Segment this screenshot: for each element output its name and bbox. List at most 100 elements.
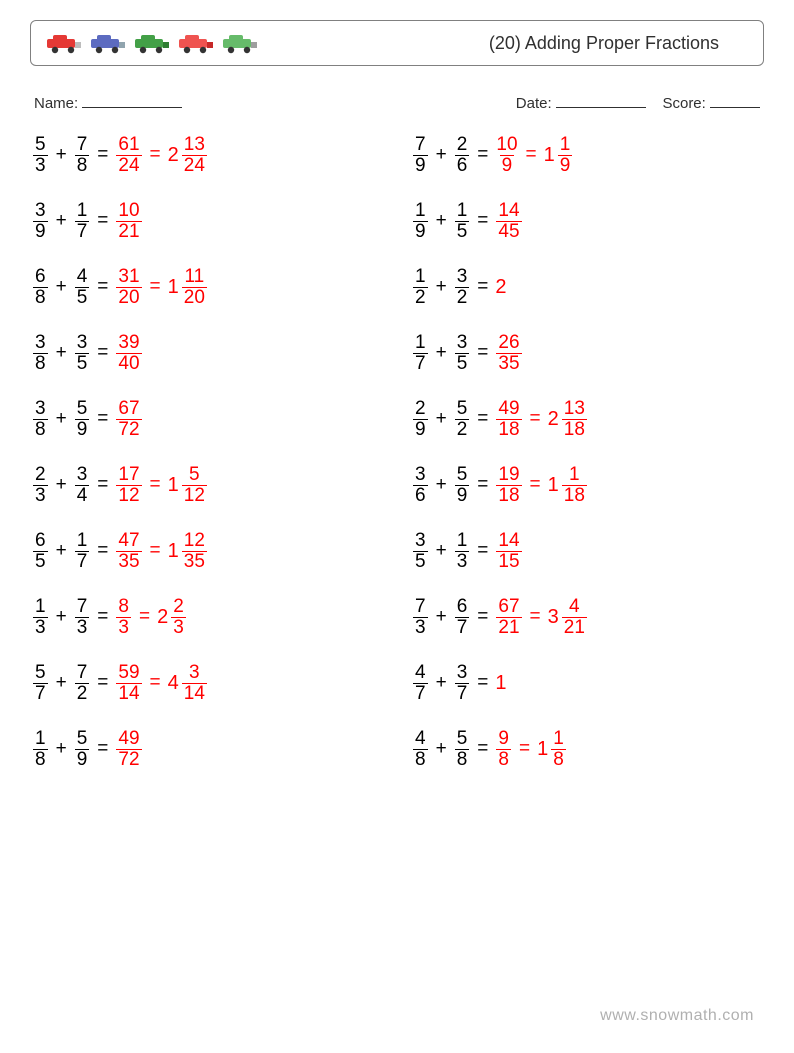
equals-sign: =: [530, 408, 541, 430]
plus-sign: +: [56, 474, 67, 496]
fraction: 39: [33, 201, 48, 242]
worksheet-title: (20) Adding Proper Fractions: [489, 33, 749, 54]
answer: 1415: [495, 531, 522, 572]
mixed-whole: 1: [168, 276, 179, 299]
fraction: 79: [413, 135, 428, 176]
numerator: 19: [498, 465, 519, 485]
denominator: 24: [182, 155, 207, 176]
answer: 1021: [115, 201, 142, 242]
equals-sign: =: [477, 342, 488, 364]
denominator: 14: [182, 683, 207, 704]
numerator: 6: [457, 597, 468, 617]
mixed-whole: 4: [168, 672, 179, 695]
mixed-whole: 2: [548, 408, 559, 431]
numerator: 1: [415, 267, 426, 287]
answer-whole: 2: [495, 276, 506, 299]
problem-row: 57+72=5914=4314: [32, 658, 382, 708]
denominator: 3: [33, 155, 48, 176]
equals-sign: =: [519, 738, 530, 760]
fraction: 6772: [116, 399, 141, 440]
equals-sign: =: [150, 474, 161, 496]
problem-row: 17+35=2635: [412, 328, 762, 378]
denominator: 24: [116, 155, 141, 176]
equals-sign: =: [477, 738, 488, 760]
problem-row: 18+59=4972: [32, 724, 382, 774]
plus-sign: +: [436, 342, 447, 364]
plus-sign: +: [436, 276, 447, 298]
denominator: 3: [413, 617, 428, 638]
answer: 5914=4314: [115, 663, 208, 704]
numerator: 10: [118, 201, 139, 221]
mixed-whole: 2: [157, 606, 168, 629]
problem-row: 13+73=83=223: [32, 592, 382, 642]
equals-sign: =: [97, 408, 108, 430]
numerator: 3: [77, 333, 88, 353]
problem-row: 79+26=109=119: [412, 130, 762, 180]
numerator: 6: [35, 267, 46, 287]
numerator: 11: [184, 267, 204, 287]
numerator: 7: [77, 663, 88, 683]
fraction: 26: [455, 135, 470, 176]
fraction: 6721: [496, 597, 521, 638]
date-blank[interactable]: [556, 94, 646, 108]
numerator: 3: [35, 333, 46, 353]
problem-row: 23+34=1712=1512: [32, 460, 382, 510]
numerator: 1: [77, 201, 88, 221]
problem-row: 48+58=98=118: [412, 724, 762, 774]
problem-row: 35+13=1415: [412, 526, 762, 576]
denominator: 2: [413, 287, 428, 308]
problem-row: 39+17=1021: [32, 196, 382, 246]
numerator: 3: [457, 333, 468, 353]
numerator: 3: [415, 531, 426, 551]
fraction: 12: [413, 267, 428, 308]
car-icon: [177, 31, 215, 55]
denominator: 8: [496, 749, 511, 770]
fraction: 5914: [116, 663, 141, 704]
numerator: 6: [35, 531, 46, 551]
equals-sign: =: [477, 474, 488, 496]
numerator: 2: [415, 399, 426, 419]
fraction: 3120: [116, 267, 141, 308]
denominator: 9: [500, 155, 515, 176]
answer: 6124=21324: [115, 135, 208, 176]
mixed-number: 21318: [548, 399, 588, 440]
sports-icon: [133, 31, 171, 55]
plus-sign: +: [56, 144, 67, 166]
fraction: 13: [33, 597, 48, 638]
denominator: 3: [116, 617, 131, 638]
answer: 83=223: [115, 597, 186, 638]
problem-row: 29+52=4918=21318: [412, 394, 762, 444]
name-blank[interactable]: [82, 94, 182, 108]
numerator: 4: [415, 729, 426, 749]
equals-sign: =: [97, 276, 108, 298]
numerator: 7: [415, 135, 426, 155]
fraction: 17: [413, 333, 428, 374]
numerator: 5: [189, 465, 200, 485]
numerator: 31: [118, 267, 139, 287]
fraction: 48: [413, 729, 428, 770]
fraction: 1235: [182, 531, 207, 572]
problem-row: 73+67=6721=3421: [412, 592, 762, 642]
denominator: 18: [562, 419, 587, 440]
plus-sign: +: [436, 210, 447, 232]
numerator: 5: [35, 663, 46, 683]
problems-grid: 53+78=6124=2132479+26=109=11939+17=10211…: [30, 130, 764, 774]
fraction: 47: [413, 663, 428, 704]
header-box: (20) Adding Proper Fractions: [30, 20, 764, 66]
answer-whole: 1: [495, 672, 506, 695]
answer: 109=119: [495, 135, 573, 176]
score-label: Score:: [662, 95, 705, 112]
problem-row: 38+59=6772: [32, 394, 382, 444]
plus-sign: +: [436, 540, 447, 562]
plus-sign: +: [436, 672, 447, 694]
mixed-number: 11235: [168, 531, 208, 572]
fraction: 38: [33, 333, 48, 374]
problem-row: 38+35=3940: [32, 328, 382, 378]
fraction: 35: [413, 531, 428, 572]
score-blank[interactable]: [710, 94, 760, 108]
mixed-whole: 3: [548, 606, 559, 629]
denominator: 21: [562, 617, 587, 638]
plus-sign: +: [56, 210, 67, 232]
fraction: 18: [33, 729, 48, 770]
vehicle-icons-row: [45, 31, 259, 55]
